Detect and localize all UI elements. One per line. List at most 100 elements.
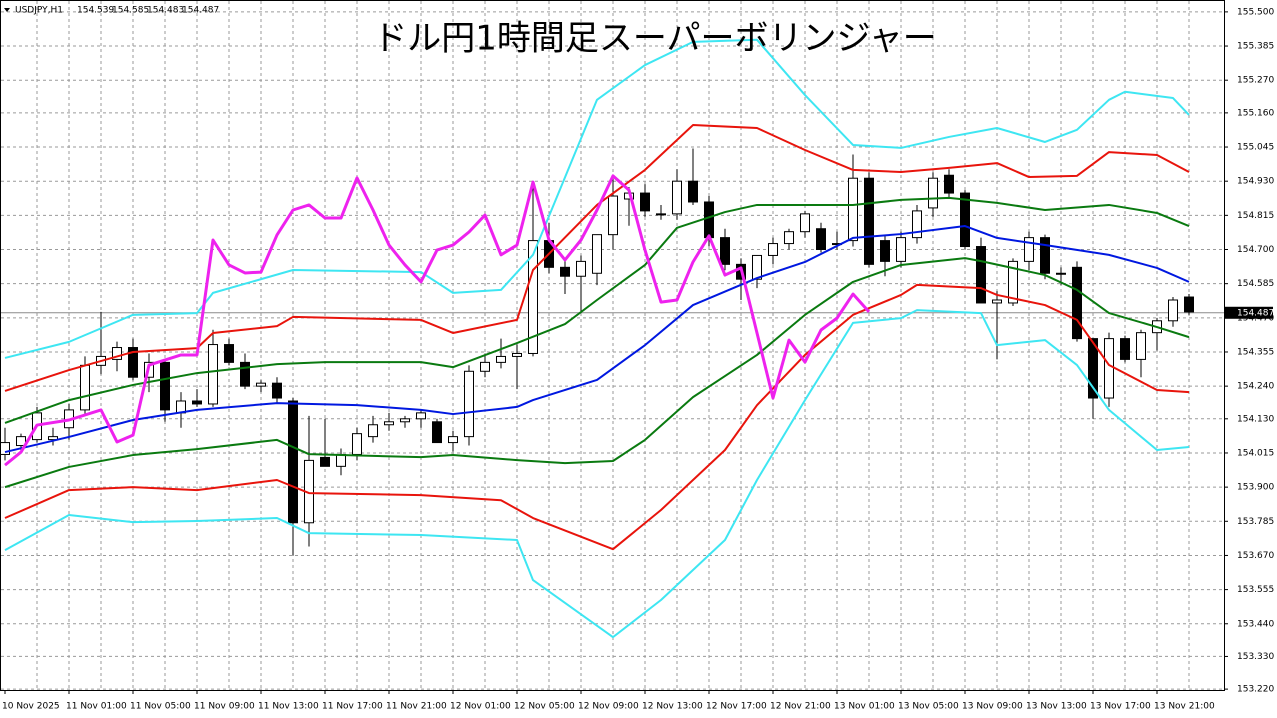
current-price-label: 154.487 <box>1237 308 1274 318</box>
candle-body <box>368 424 378 438</box>
candle-body <box>496 355 506 363</box>
candle-body <box>928 177 938 209</box>
x-tick-label: 11 Nov 09:00 <box>194 702 255 712</box>
header-close: 154.487 <box>182 6 219 16</box>
y-tick-label: 155.385 <box>1237 42 1274 52</box>
candle-body <box>688 180 698 203</box>
x-tick-label: 10 Nov 2025 <box>2 702 60 712</box>
candle-body <box>1024 237 1034 262</box>
x-tick-label: 12 Nov 05:00 <box>514 702 575 712</box>
candle-body <box>128 347 138 378</box>
candle-body <box>432 421 442 444</box>
candle-body <box>48 436 58 441</box>
marks <box>0 38 1224 639</box>
candle-body <box>896 237 906 262</box>
x-tick-label: 12 Nov 09:00 <box>578 702 639 712</box>
y-tick-label: 154.130 <box>1237 414 1274 424</box>
x-tick-label: 11 Nov 21:00 <box>386 702 447 712</box>
y-tick-label: 153.440 <box>1237 619 1274 629</box>
y-tick-label: 153.670 <box>1237 551 1274 561</box>
y-tick-label: 153.900 <box>1237 483 1274 493</box>
y-tick-label: 155.045 <box>1237 143 1274 153</box>
band-line <box>4 124 1190 392</box>
y-tick-label: 154.700 <box>1237 245 1274 255</box>
current-price-box <box>1225 306 1273 319</box>
candle-body <box>464 370 474 438</box>
band-line <box>4 257 1190 489</box>
candle-body <box>448 436 458 444</box>
header-open: 154.539 <box>77 6 114 16</box>
x-tick-label: 11 Nov 01:00 <box>66 702 127 712</box>
plot-frame <box>0 0 1225 691</box>
x-tick-label: 11 Nov 05:00 <box>130 702 191 712</box>
y-tick-label: 154.355 <box>1237 347 1274 357</box>
x-tick-label: 13 Nov 01:00 <box>834 702 895 712</box>
x-tick-label: 12 Nov 17:00 <box>706 702 767 712</box>
y-tick-label: 154.240 <box>1237 382 1274 392</box>
candle-body <box>352 433 362 455</box>
candle-body <box>192 400 202 405</box>
candle-body <box>1088 338 1098 399</box>
header-low: 154.483 <box>147 6 184 16</box>
candle-body <box>112 347 122 360</box>
y-tick-label: 153.330 <box>1237 652 1274 662</box>
candle-body <box>416 412 426 420</box>
candle-body <box>1104 338 1114 399</box>
candle-body <box>512 352 522 357</box>
candle-body <box>1120 338 1130 360</box>
chart-title: ドル円1時間足スーパーボリンジャー <box>373 19 937 59</box>
y-tick-label: 155.500 <box>1237 7 1274 17</box>
menu-arrow <box>4 8 10 12</box>
candle-body <box>272 382 282 399</box>
candle-body <box>320 456 330 467</box>
candle-body <box>224 344 234 363</box>
candle-body <box>400 418 410 423</box>
x-tick-label: 12 Nov 21:00 <box>770 702 831 712</box>
y-tick-label: 155.160 <box>1237 108 1274 118</box>
candle-body <box>1008 260 1018 304</box>
y-tick-label: 154.815 <box>1237 211 1274 221</box>
y-tick-label: 154.585 <box>1237 279 1274 289</box>
x-tick-label: 13 Nov 13:00 <box>1026 702 1087 712</box>
x-tick-label: 11 Nov 17:00 <box>322 702 383 712</box>
candle-body <box>672 180 682 215</box>
x-tick-label: 13 Nov 21:00 <box>1154 702 1215 712</box>
y-tick-label: 155.270 <box>1237 76 1274 86</box>
candle-body <box>80 364 90 411</box>
candle-body <box>992 299 1002 304</box>
candle-body <box>1184 296 1194 313</box>
candle-body <box>864 177 874 265</box>
candle-body <box>768 243 778 256</box>
candle-body <box>960 192 970 248</box>
band-line <box>4 174 871 467</box>
candle-body <box>384 421 394 426</box>
candle-body <box>800 213 810 233</box>
candle-body <box>480 361 490 372</box>
candle-body <box>16 436 26 447</box>
candle-body <box>656 213 666 216</box>
symbol: USDJPY,H1 <box>15 6 63 16</box>
candle-body <box>336 453 346 467</box>
candle-body <box>976 246 986 304</box>
candle-body <box>704 201 714 239</box>
candle-body <box>784 231 794 245</box>
header-high: 154.585 <box>112 6 149 16</box>
candle-body <box>880 240 890 262</box>
band-line <box>4 309 1190 639</box>
candle-body <box>608 195 618 236</box>
candle-body <box>848 177 858 242</box>
candle-body <box>1072 266 1082 340</box>
candle-body <box>1056 272 1066 275</box>
x-tick-label: 12 Nov 01:00 <box>450 702 511 712</box>
candle-body <box>240 361 250 387</box>
band-line <box>4 225 1190 454</box>
y-tick-label: 154.015 <box>1237 448 1274 458</box>
y-tick-label: 154.930 <box>1237 177 1274 187</box>
band-line <box>4 38 1190 359</box>
band-line <box>4 283 1190 551</box>
candle-body <box>256 382 266 387</box>
candle-body <box>560 266 570 277</box>
x-tick-label: 13 Nov 05:00 <box>898 702 959 712</box>
